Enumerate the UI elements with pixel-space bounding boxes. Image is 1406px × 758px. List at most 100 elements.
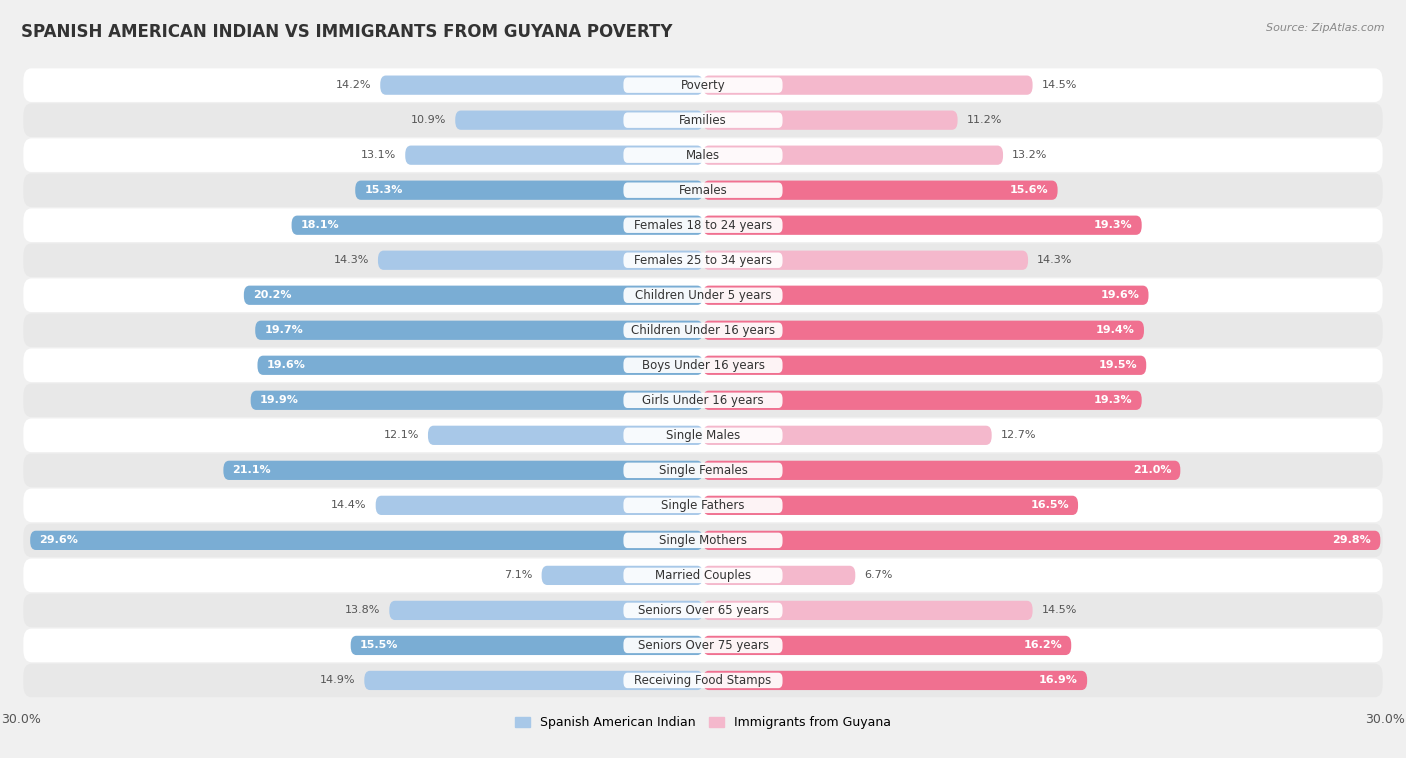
- FancyBboxPatch shape: [703, 496, 1078, 515]
- Text: 19.6%: 19.6%: [267, 360, 305, 370]
- FancyBboxPatch shape: [703, 215, 1142, 235]
- FancyBboxPatch shape: [623, 77, 783, 92]
- Text: 12.1%: 12.1%: [384, 431, 419, 440]
- Text: 29.6%: 29.6%: [39, 535, 79, 545]
- FancyBboxPatch shape: [24, 349, 1382, 382]
- Text: Males: Males: [686, 149, 720, 161]
- FancyBboxPatch shape: [375, 496, 703, 515]
- FancyBboxPatch shape: [250, 390, 703, 410]
- Text: Single Males: Single Males: [666, 429, 740, 442]
- FancyBboxPatch shape: [703, 146, 1002, 164]
- FancyBboxPatch shape: [623, 533, 783, 548]
- Text: 15.3%: 15.3%: [364, 185, 402, 196]
- FancyBboxPatch shape: [623, 252, 783, 268]
- Text: 19.6%: 19.6%: [1101, 290, 1139, 300]
- Text: 11.2%: 11.2%: [967, 115, 1002, 125]
- Text: 14.3%: 14.3%: [333, 255, 368, 265]
- FancyBboxPatch shape: [623, 393, 783, 408]
- Text: 21.0%: 21.0%: [1133, 465, 1171, 475]
- Text: 19.5%: 19.5%: [1098, 360, 1137, 370]
- Text: Females 18 to 24 years: Females 18 to 24 years: [634, 219, 772, 232]
- Text: 18.1%: 18.1%: [301, 221, 339, 230]
- Text: 14.3%: 14.3%: [1038, 255, 1073, 265]
- FancyBboxPatch shape: [623, 428, 783, 443]
- FancyBboxPatch shape: [24, 384, 1382, 417]
- Text: 16.5%: 16.5%: [1031, 500, 1069, 510]
- Text: 10.9%: 10.9%: [411, 115, 446, 125]
- FancyBboxPatch shape: [703, 461, 1181, 480]
- Text: 14.4%: 14.4%: [330, 500, 367, 510]
- Text: Girls Under 16 years: Girls Under 16 years: [643, 394, 763, 407]
- Text: 14.9%: 14.9%: [319, 675, 356, 685]
- FancyBboxPatch shape: [291, 215, 703, 235]
- Text: 14.2%: 14.2%: [336, 80, 371, 90]
- FancyBboxPatch shape: [24, 663, 1382, 697]
- FancyBboxPatch shape: [541, 565, 703, 585]
- FancyBboxPatch shape: [623, 218, 783, 233]
- Text: SPANISH AMERICAN INDIAN VS IMMIGRANTS FROM GUYANA POVERTY: SPANISH AMERICAN INDIAN VS IMMIGRANTS FR…: [21, 23, 672, 41]
- Text: Families: Families: [679, 114, 727, 127]
- FancyBboxPatch shape: [623, 112, 783, 128]
- FancyBboxPatch shape: [24, 559, 1382, 592]
- Text: 19.3%: 19.3%: [1094, 396, 1133, 406]
- FancyBboxPatch shape: [350, 636, 703, 655]
- FancyBboxPatch shape: [703, 426, 991, 445]
- Text: Females 25 to 34 years: Females 25 to 34 years: [634, 254, 772, 267]
- FancyBboxPatch shape: [24, 418, 1382, 452]
- Text: Single Fathers: Single Fathers: [661, 499, 745, 512]
- FancyBboxPatch shape: [623, 603, 783, 618]
- Text: Seniors Over 75 years: Seniors Over 75 years: [637, 639, 769, 652]
- FancyBboxPatch shape: [24, 594, 1382, 627]
- FancyBboxPatch shape: [623, 323, 783, 338]
- FancyBboxPatch shape: [378, 251, 703, 270]
- Text: Poverty: Poverty: [681, 79, 725, 92]
- FancyBboxPatch shape: [703, 76, 1032, 95]
- Text: Source: ZipAtlas.com: Source: ZipAtlas.com: [1267, 23, 1385, 33]
- FancyBboxPatch shape: [356, 180, 703, 200]
- FancyBboxPatch shape: [703, 565, 855, 585]
- Text: 15.5%: 15.5%: [360, 641, 398, 650]
- Text: Females: Females: [679, 183, 727, 196]
- Text: Seniors Over 65 years: Seniors Over 65 years: [637, 604, 769, 617]
- FancyBboxPatch shape: [24, 174, 1382, 207]
- Text: 21.1%: 21.1%: [232, 465, 271, 475]
- FancyBboxPatch shape: [389, 601, 703, 620]
- Text: Married Couples: Married Couples: [655, 569, 751, 582]
- Text: 19.4%: 19.4%: [1097, 325, 1135, 335]
- Text: 19.9%: 19.9%: [260, 396, 298, 406]
- Text: Receiving Food Stamps: Receiving Food Stamps: [634, 674, 772, 687]
- FancyBboxPatch shape: [456, 111, 703, 130]
- FancyBboxPatch shape: [405, 146, 703, 164]
- FancyBboxPatch shape: [24, 524, 1382, 557]
- Text: 14.5%: 14.5%: [1042, 606, 1077, 615]
- FancyBboxPatch shape: [623, 358, 783, 373]
- FancyBboxPatch shape: [623, 183, 783, 198]
- FancyBboxPatch shape: [256, 321, 703, 340]
- FancyBboxPatch shape: [380, 76, 703, 95]
- FancyBboxPatch shape: [30, 531, 703, 550]
- FancyBboxPatch shape: [623, 148, 783, 163]
- FancyBboxPatch shape: [703, 111, 957, 130]
- FancyBboxPatch shape: [24, 243, 1382, 277]
- FancyBboxPatch shape: [243, 286, 703, 305]
- FancyBboxPatch shape: [24, 278, 1382, 312]
- FancyBboxPatch shape: [703, 180, 1057, 200]
- FancyBboxPatch shape: [623, 462, 783, 478]
- FancyBboxPatch shape: [257, 356, 703, 375]
- FancyBboxPatch shape: [24, 314, 1382, 347]
- FancyBboxPatch shape: [623, 673, 783, 688]
- FancyBboxPatch shape: [703, 321, 1144, 340]
- Text: Single Females: Single Females: [658, 464, 748, 477]
- Text: 15.6%: 15.6%: [1010, 185, 1049, 196]
- Legend: Spanish American Indian, Immigrants from Guyana: Spanish American Indian, Immigrants from…: [510, 711, 896, 735]
- FancyBboxPatch shape: [24, 208, 1382, 242]
- FancyBboxPatch shape: [364, 671, 703, 690]
- FancyBboxPatch shape: [703, 356, 1146, 375]
- Text: 19.7%: 19.7%: [264, 325, 304, 335]
- FancyBboxPatch shape: [703, 636, 1071, 655]
- FancyBboxPatch shape: [24, 103, 1382, 137]
- FancyBboxPatch shape: [24, 453, 1382, 487]
- FancyBboxPatch shape: [224, 461, 703, 480]
- FancyBboxPatch shape: [703, 531, 1381, 550]
- Text: 19.3%: 19.3%: [1094, 221, 1133, 230]
